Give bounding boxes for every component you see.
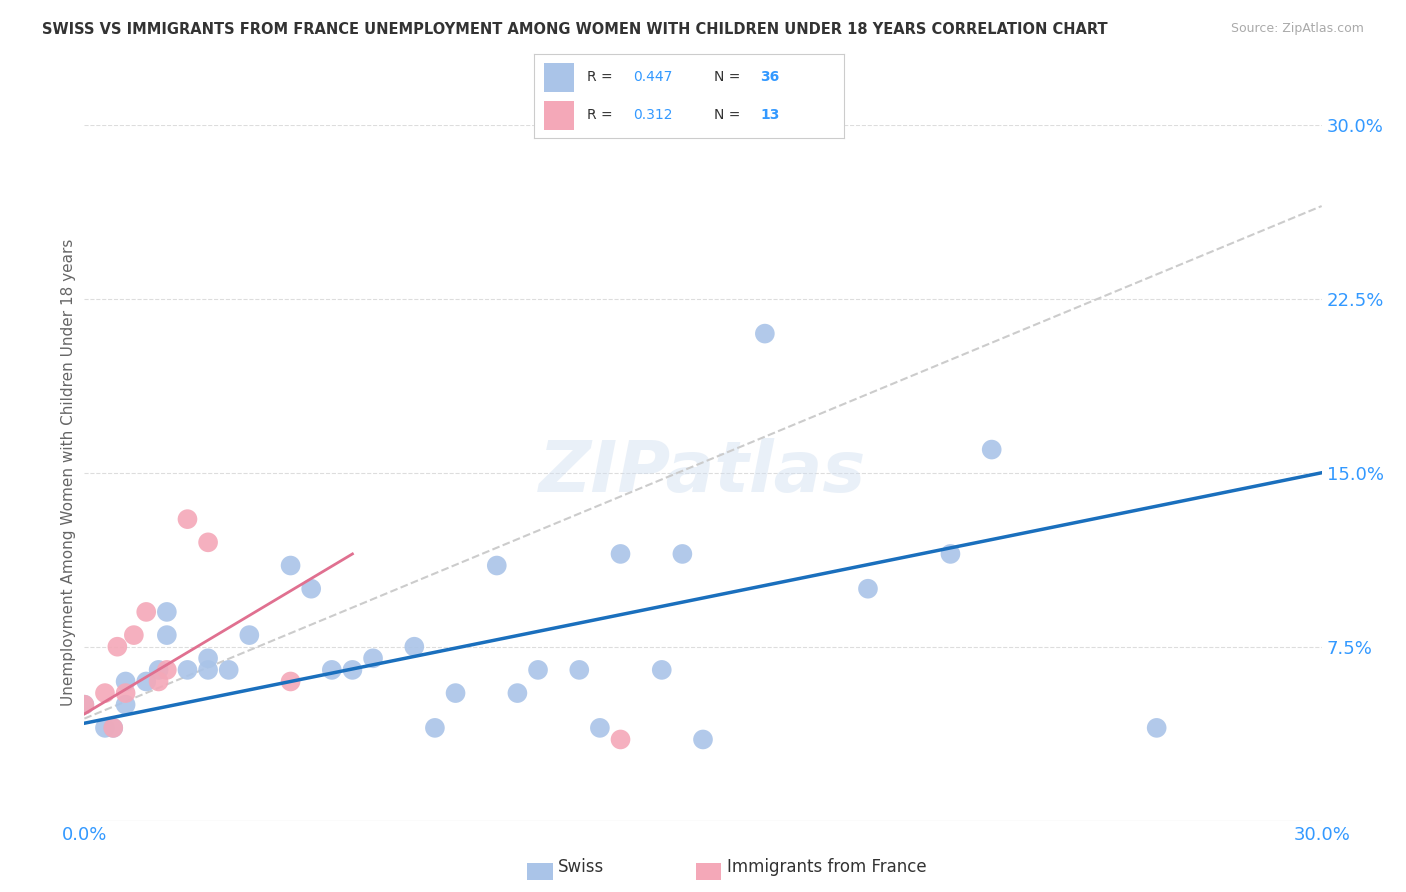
Point — [404, 640, 426, 654]
Point — [197, 651, 219, 665]
Point — [135, 605, 157, 619]
Point — [238, 628, 260, 642]
Point — [103, 721, 125, 735]
Point — [135, 674, 157, 689]
Text: Immigrants from France: Immigrants from France — [727, 858, 927, 876]
Text: 13: 13 — [761, 109, 779, 122]
Text: R =: R = — [586, 70, 613, 84]
Point — [980, 442, 1002, 457]
Point — [651, 663, 673, 677]
Point — [754, 326, 776, 341]
Point — [280, 558, 302, 573]
Text: N =: N = — [714, 109, 740, 122]
Point — [361, 651, 384, 665]
Point — [176, 512, 198, 526]
Point — [197, 663, 219, 677]
Point — [156, 663, 179, 677]
Point — [73, 698, 96, 712]
Point — [94, 686, 117, 700]
Point — [692, 732, 714, 747]
Point — [506, 686, 529, 700]
Point — [148, 663, 170, 677]
Point — [103, 721, 125, 735]
Point — [609, 547, 631, 561]
Point — [197, 535, 219, 549]
Point — [299, 582, 322, 596]
Point — [939, 547, 962, 561]
Point — [856, 582, 879, 596]
Point — [114, 674, 136, 689]
Point — [148, 674, 170, 689]
Point — [105, 640, 128, 654]
Point — [114, 698, 136, 712]
Point — [342, 663, 364, 677]
Y-axis label: Unemployment Among Women with Children Under 18 years: Unemployment Among Women with Children U… — [60, 239, 76, 706]
Point — [73, 698, 96, 712]
Text: N =: N = — [714, 70, 740, 84]
Bar — [544, 62, 575, 92]
Text: R =: R = — [586, 109, 613, 122]
Text: SWISS VS IMMIGRANTS FROM FRANCE UNEMPLOYMENT AMONG WOMEN WITH CHILDREN UNDER 18 : SWISS VS IMMIGRANTS FROM FRANCE UNEMPLOY… — [42, 22, 1108, 37]
Point — [122, 628, 145, 642]
Point — [1146, 721, 1168, 735]
Point — [94, 721, 117, 735]
Text: 36: 36 — [761, 70, 779, 84]
Point — [485, 558, 508, 573]
Point — [280, 674, 302, 689]
Text: Source: ZipAtlas.com: Source: ZipAtlas.com — [1230, 22, 1364, 36]
Point — [156, 605, 179, 619]
Point — [444, 686, 467, 700]
Point — [609, 732, 631, 747]
Point — [156, 628, 179, 642]
Text: ZIPatlas: ZIPatlas — [540, 438, 866, 508]
Point — [321, 663, 343, 677]
Point — [114, 686, 136, 700]
Text: 0.312: 0.312 — [633, 109, 672, 122]
Point — [589, 721, 612, 735]
Text: Swiss: Swiss — [558, 858, 605, 876]
Text: 0.447: 0.447 — [633, 70, 672, 84]
Point — [527, 663, 550, 677]
Point — [423, 721, 446, 735]
Bar — [544, 101, 575, 130]
Point — [671, 547, 693, 561]
Point — [218, 663, 240, 677]
Point — [568, 663, 591, 677]
Point — [176, 663, 198, 677]
